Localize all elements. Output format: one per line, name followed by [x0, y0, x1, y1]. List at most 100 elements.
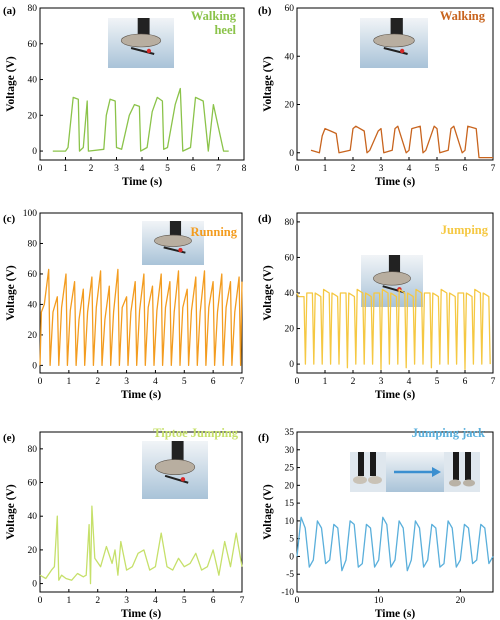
panel-letter: (f) [258, 432, 269, 444]
device-strip [163, 246, 186, 254]
x-tick-label: 6 [211, 596, 216, 606]
foot-step-photo [360, 18, 428, 68]
y-tick-label: 80 [28, 239, 38, 249]
chart-panel-2: (b) 0 1 2 3 4 5 6 7 0 20 40 60 Time (s) Voltage (V) Wal… [258, 4, 496, 188]
x-tick-label: 4 [153, 596, 158, 606]
y-tick-label: 0 [289, 149, 294, 159]
chart-title: Jumping jack [412, 426, 485, 440]
series-line-1 [39, 268, 243, 367]
chart-title-line: Jumping jack [412, 426, 485, 440]
shoe-left-2 [449, 479, 461, 487]
panel-letter: (c) [3, 213, 16, 225]
running-shoe-photo [142, 221, 204, 265]
x-tick-label: 0 [295, 164, 300, 174]
photo-frame-left [350, 452, 386, 492]
leg-right [370, 452, 376, 476]
chart-title-line: heel [214, 23, 236, 37]
x-tick-label: 3 [379, 377, 384, 387]
y-tick-label: 20 [28, 111, 38, 121]
x-tick-label: 1 [323, 164, 328, 174]
x-tick-label: 2 [351, 164, 356, 174]
x-tick-label: 7 [216, 164, 221, 174]
y-tick-label: 40 [28, 76, 38, 86]
x-tick-label: 6 [191, 164, 196, 174]
chart-panel-4: (d) 0 1 2 3 4 5 6 7 0 20 40 60 80 Time (s) Voltage (V) J… [258, 212, 496, 401]
device-strip [383, 47, 408, 55]
x-tick-label: 4 [140, 164, 145, 174]
series-line-1 [296, 516, 494, 572]
y-tick-label: 40 [285, 52, 295, 62]
panel-letter: (a) [3, 5, 16, 17]
plot-frame [296, 431, 494, 593]
x-tick-label: 0 [38, 596, 43, 606]
x-tick-label: 5 [165, 164, 170, 174]
x-tick-label: 1 [66, 377, 71, 387]
x-axis-label: Time (s) [375, 389, 416, 401]
y-tick-label: 60 [28, 40, 38, 50]
leg-left-2 [453, 452, 459, 480]
x-axis-label: Time (s) [122, 176, 163, 188]
x-tick-label: 1 [66, 596, 71, 606]
series-line-1 [310, 125, 493, 159]
y-tick-label: 80 [28, 445, 38, 455]
chart-title-line: Walking [440, 9, 486, 23]
y-tick-label: 0 [32, 147, 37, 157]
x-tick-label: 7 [240, 377, 245, 387]
y-axis-label: Voltage (V) [5, 56, 17, 112]
x-tick-label: 1 [323, 377, 328, 387]
heel-strike-photo [108, 18, 174, 68]
shoe [120, 33, 162, 48]
chart-panel-3: (c) 0 1 2 3 4 5 6 7 0 20 40 60 80 100 Time (s) Voltage (… [3, 209, 245, 401]
panel-letter: (b) [258, 5, 272, 17]
plot-frame [296, 7, 494, 161]
device-marker [146, 48, 152, 54]
chart-title: Tiptoe Jumping [153, 426, 239, 440]
y-tick-label: 20 [285, 325, 295, 335]
device-strip [130, 47, 155, 55]
x-tick-label: 3 [124, 596, 129, 606]
chart-panel-5: (e) 0 1 2 3 4 5 6 7 0 20 40 60 80 Time (s) Voltage (V) T… [3, 426, 245, 620]
y-tick-label: 30 [285, 446, 295, 456]
x-tick-label: 3 [124, 377, 129, 387]
shoe-left [353, 476, 367, 484]
x-tick-label: 4 [407, 377, 412, 387]
x-tick-label: 20 [456, 596, 466, 606]
chart-title: Walking [440, 9, 486, 23]
chart-title: Jumping [441, 223, 489, 237]
device-marker [180, 477, 186, 482]
x-tick-label: 10 [374, 596, 384, 606]
x-tick-label: 7 [491, 377, 496, 387]
shoe [154, 459, 196, 475]
x-tick-label: 4 [407, 164, 412, 174]
x-tick-label: 7 [240, 596, 245, 606]
y-tick-label: 0 [32, 361, 37, 371]
x-axis-label: Time (s) [375, 608, 416, 620]
chart-panel-6: (f) 0 10 20 -10 -5 0 5 10 15 20 25 30 35 Time (s) Volta… [258, 426, 494, 620]
shoe [373, 271, 411, 286]
x-tick-label: 3 [114, 164, 119, 174]
y-axis-label: Voltage (V) [262, 484, 274, 540]
y-tick-label: 0 [289, 360, 294, 370]
x-tick-label: 5 [182, 596, 187, 606]
x-tick-label: 7 [491, 164, 496, 174]
y-tick-label: 40 [285, 289, 295, 299]
y-tick-label: 5 [289, 535, 294, 545]
panel-letter: (e) [3, 432, 16, 444]
x-axis-label: Time (s) [121, 389, 162, 401]
photo-frame-right [444, 452, 480, 492]
x-tick-label: 0 [38, 164, 43, 174]
device-marker [399, 48, 405, 54]
leg [171, 441, 184, 462]
tiptoe-shoe-photo [142, 441, 208, 499]
y-tick-label: 10 [285, 517, 295, 527]
y-tick-label: 15 [285, 499, 295, 509]
y-tick-label: 40 [28, 300, 38, 310]
x-axis-label: Time (s) [121, 608, 162, 620]
y-axis-label: Voltage (V) [5, 265, 17, 321]
y-tick-label: 35 [285, 428, 295, 438]
y-tick-label: 0 [32, 580, 37, 590]
y-tick-label: 20 [28, 331, 38, 341]
series-line-1 [39, 505, 243, 585]
